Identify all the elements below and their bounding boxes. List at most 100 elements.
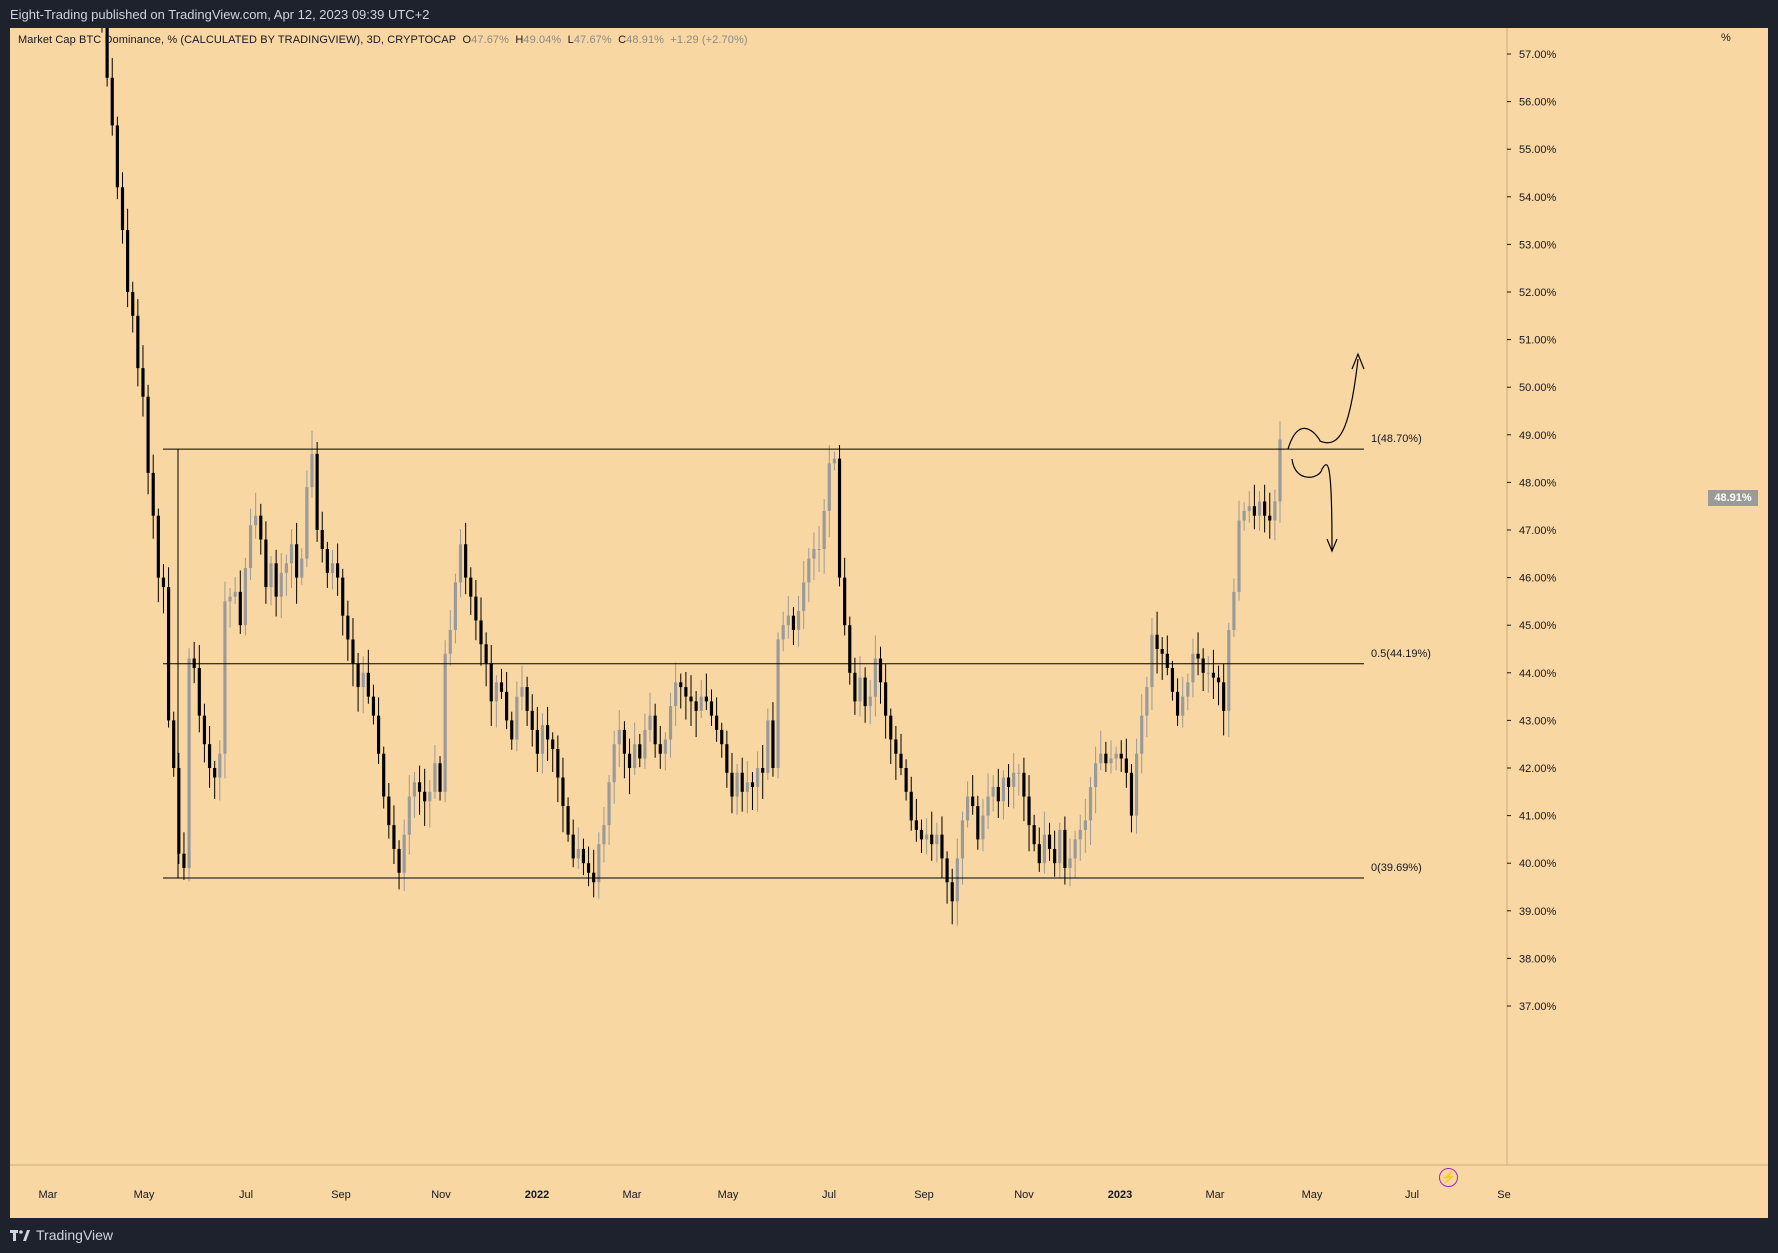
- candle-body: [479, 620, 483, 645]
- candle-body: [351, 639, 355, 664]
- candle-body: [1145, 687, 1149, 716]
- last-price-tag: 48.91%: [1708, 490, 1758, 506]
- candle-body: [233, 591, 237, 597]
- y-tick-label: 48.00%: [1519, 477, 1557, 489]
- candle-body: [597, 844, 601, 883]
- y-tick-label: 52.00%: [1519, 287, 1557, 299]
- candle-body: [264, 539, 268, 588]
- y-tick-label: 55.00%: [1519, 144, 1557, 156]
- price-chart[interactable]: 37.00% 38.00% 39.00% 40.00% 41.00% 42.00% 43.0…: [10, 28, 1768, 1218]
- candle-body: [1068, 858, 1072, 868]
- tradingview-logo[interactable]: TradingView: [10, 1227, 113, 1243]
- candle-body: [274, 563, 278, 597]
- candle-body: [827, 463, 831, 511]
- candle-body: [320, 530, 324, 550]
- candle-body: [638, 744, 642, 759]
- candle-body: [786, 615, 790, 626]
- candle-body: [889, 715, 893, 740]
- candle-body: [494, 682, 498, 702]
- high-key: H: [515, 34, 524, 46]
- candle-body: [469, 577, 473, 597]
- candle-body: [1099, 753, 1103, 764]
- candle-body: [940, 834, 944, 859]
- candle-body: [643, 729, 647, 759]
- x-tick-label: 2022: [525, 1189, 549, 1201]
- candle-body: [141, 368, 145, 397]
- candle-body: [120, 187, 125, 231]
- y-tick-label: 41.00%: [1519, 811, 1557, 823]
- candle-body: [832, 458, 836, 464]
- candle-body: [612, 744, 616, 783]
- candle-body: [243, 568, 247, 626]
- candle-body: [1017, 772, 1021, 774]
- candle-body: [525, 687, 529, 711]
- candle-body: [551, 739, 555, 749]
- candle-body: [376, 715, 381, 754]
- candle-body: [172, 720, 176, 768]
- lightning-icon[interactable]: ⚡: [1439, 1168, 1458, 1187]
- y-tick-label: 50.00%: [1519, 382, 1557, 394]
- candle-body: [1150, 634, 1154, 688]
- candle-body: [428, 791, 432, 802]
- candle-body: [1124, 758, 1128, 773]
- candle-body: [976, 806, 980, 840]
- candle-body: [1155, 634, 1159, 649]
- x-tick-label: Nov: [431, 1189, 451, 1201]
- chart-area[interactable]: 37.00% 38.00% 39.00% 40.00% 41.00% 42.00% 43.0…: [10, 28, 1768, 1218]
- candle-body: [1165, 653, 1169, 669]
- publish-text: Eight-Trading published on TradingView.c…: [10, 7, 430, 22]
- candle-body: [505, 691, 509, 721]
- brand-label: TradingView: [36, 1227, 114, 1243]
- candle-body: [1063, 829, 1067, 868]
- y-tick-label: 38.00%: [1519, 953, 1557, 965]
- candle-body: [735, 772, 739, 797]
- candle-body: [991, 787, 995, 797]
- symbol-label: Market Cap BTC Dominance, % (CALCULATED …: [18, 34, 457, 46]
- candle-body: [1083, 820, 1087, 830]
- close-value: 48.91%: [626, 34, 665, 46]
- candle-body: [1196, 653, 1200, 659]
- candle-body: [412, 782, 417, 797]
- bullish-projection-arrow: [1287, 359, 1359, 450]
- candle-body: [187, 658, 191, 868]
- x-tick-label: Mar: [1206, 1189, 1225, 1201]
- candle-body: [284, 563, 288, 573]
- x-tick-label: Sep: [331, 1189, 351, 1201]
- close-key: C: [618, 34, 627, 46]
- candle-body: [1201, 658, 1205, 673]
- chart-legend: Market Cap BTC Dominance, % (CALCULATED …: [18, 34, 748, 46]
- candle-body: [622, 729, 627, 754]
- candle-body: [423, 791, 427, 802]
- candle-body: [1278, 439, 1282, 502]
- candle-body: [146, 396, 150, 473]
- candle-body: [1109, 758, 1113, 764]
- open-key: O: [462, 34, 472, 46]
- candle-body: [223, 601, 227, 754]
- candle-body: [1058, 829, 1062, 864]
- x-tick-label: Jul: [239, 1189, 253, 1201]
- candle-body: [1227, 629, 1231, 711]
- candle-body: [346, 615, 350, 640]
- candle-body: [464, 544, 468, 578]
- candle-body: [1186, 682, 1190, 697]
- y-tick-label: 53.00%: [1519, 239, 1557, 251]
- candle-body: [131, 292, 135, 316]
- change-value: +1.29 (+2.70%): [670, 34, 748, 46]
- x-tick-label: Jul: [1405, 1189, 1419, 1201]
- y-tick-label: 47.00%: [1519, 525, 1557, 537]
- candle-body: [955, 858, 959, 902]
- candle-body: [863, 677, 867, 707]
- candle-body: [207, 744, 212, 768]
- y-tick-label: 54.00%: [1519, 192, 1557, 204]
- candle-body: [151, 472, 155, 516]
- candle-body: [843, 577, 847, 626]
- fib-label-05: 0.5(44.19%): [1371, 647, 1431, 660]
- candle-body: [679, 682, 683, 688]
- candle-body: [1094, 763, 1098, 788]
- candle-body: [300, 558, 304, 578]
- candle-body: [802, 582, 806, 611]
- candle-body: [771, 720, 775, 768]
- candle-body: [438, 763, 442, 792]
- candle-body: [182, 853, 186, 868]
- x-tick-label: Jul: [822, 1189, 836, 1201]
